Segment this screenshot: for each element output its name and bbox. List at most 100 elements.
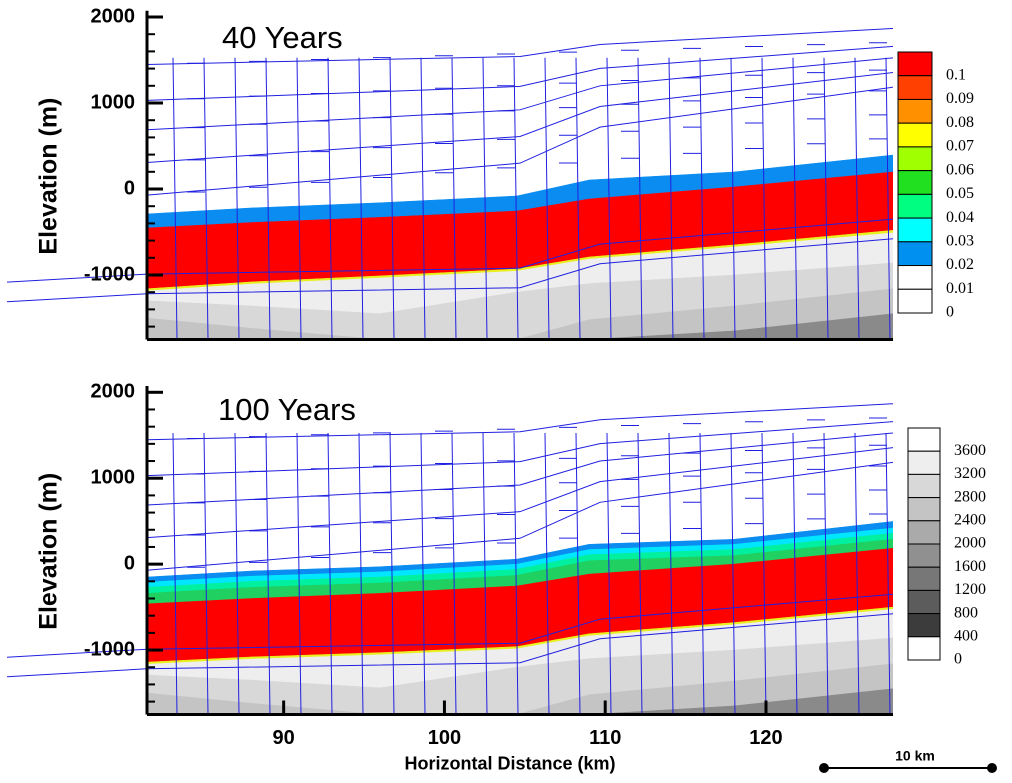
colorbar-label: 800 (954, 604, 978, 621)
scale-dot (819, 763, 829, 773)
mesh-h (147, 421, 893, 477)
mesh-v (513, 432, 519, 715)
mesh-h (147, 45, 893, 101)
mesh-v (420, 432, 426, 715)
colorbar-label: 0.07 (946, 138, 974, 155)
y-tick-label: 0 (124, 552, 135, 574)
colorbar-label: 0.02 (946, 256, 974, 273)
colorbar-swatch (897, 146, 933, 172)
mesh-h (147, 86, 893, 196)
scale-dot (987, 763, 997, 773)
mesh-h (147, 461, 893, 571)
colorbar-swatch (907, 450, 941, 475)
colorbar-label: 0 (954, 651, 962, 668)
mesh-v (637, 432, 643, 715)
mesh-v (482, 432, 488, 715)
colorbar-label: 2400 (954, 511, 986, 528)
mesh-v (389, 57, 395, 340)
mesh-v (823, 57, 829, 340)
mesh-v (575, 57, 581, 340)
mesh-h (147, 403, 893, 441)
mesh-v (358, 57, 364, 340)
mesh-h (6, 613, 894, 678)
layer (147, 288, 893, 340)
colorbar-label: 2000 (954, 535, 986, 552)
plot-area (147, 12, 893, 340)
mesh-h (147, 71, 893, 163)
mesh-v (172, 57, 178, 340)
colorbar-swatch (907, 497, 941, 522)
x-tick-label: 100 (428, 727, 461, 749)
colorbar-swatch (907, 636, 941, 661)
mesh-v (792, 432, 798, 715)
colorbar-swatch (897, 170, 933, 195)
colorbar-label: 0.09 (946, 90, 974, 107)
mesh-v (606, 432, 612, 715)
y-tick-label: -1000 (84, 638, 135, 660)
mesh-v (513, 57, 519, 340)
y-tick-label: 1000 (91, 91, 136, 113)
colorbar-label: 0 (946, 304, 954, 321)
mesh-v (451, 57, 457, 340)
colorbar-swatch (907, 520, 941, 545)
mesh-v (451, 432, 457, 715)
mesh-h (147, 432, 893, 506)
colorbar-swatch (897, 217, 933, 243)
y-tick-label: 0 (124, 177, 135, 199)
mesh-v (730, 57, 736, 340)
mesh-v (296, 57, 302, 340)
colorbar-swatch (897, 288, 933, 314)
mesh-v (575, 432, 581, 715)
mesh-v (265, 432, 271, 715)
plot-area (147, 388, 893, 715)
x-tick-label: 110 (589, 727, 621, 749)
mesh-h (6, 238, 894, 303)
mesh-v (885, 432, 891, 715)
colorbar-swatch (907, 427, 941, 452)
colorbar-label: 0.04 (946, 209, 974, 226)
mesh-h (147, 27, 893, 65)
colorbar-swatch (897, 75, 933, 100)
x-axis-label: Horizontal Distance (km) (404, 753, 615, 773)
colorbar-label: 1200 (954, 581, 986, 598)
y-tick-label: -1000 (84, 263, 135, 285)
mesh-v (327, 57, 333, 340)
colorbar-label: 2800 (954, 488, 986, 505)
mesh-h (6, 218, 894, 283)
panel-title: 100 Years (218, 392, 356, 427)
y-axis-label: Elevation (m) (35, 473, 63, 630)
mesh-v (699, 57, 705, 340)
mesh-v (668, 57, 674, 340)
layer (147, 688, 893, 715)
colorbar-label: 0.08 (946, 114, 974, 131)
mesh-v (730, 432, 736, 715)
layer (147, 663, 893, 715)
mesh-v (358, 432, 364, 715)
mesh-v (265, 57, 271, 340)
colorbar-label: 1600 (954, 558, 986, 575)
mesh-v (792, 57, 798, 340)
colorbar-label: 3600 (954, 442, 986, 459)
mesh-v (296, 432, 302, 715)
x-tick-label: 120 (749, 727, 782, 749)
colorbar-label: 0.06 (946, 161, 974, 178)
colorbar-label: 3200 (954, 465, 986, 482)
colorbar-swatch (897, 98, 933, 124)
x-tick-label: 90 (273, 727, 295, 749)
mesh-v (885, 57, 891, 340)
mesh-v (420, 57, 426, 340)
mesh-h (147, 447, 893, 539)
colorbar-swatch (897, 241, 933, 267)
mesh-v (172, 432, 178, 715)
y-axis-label: Elevation (m) (35, 98, 63, 255)
mesh-h (6, 593, 894, 658)
mesh-v (482, 57, 488, 340)
colorbar-label: 0.03 (946, 232, 974, 249)
colorbar-swatch (907, 473, 941, 499)
scale-bar-label: 10 km (895, 748, 935, 764)
y-tick-label: 1000 (91, 466, 136, 488)
mesh-v (544, 432, 550, 715)
mesh-v (854, 432, 860, 715)
colorbar-label: 0.05 (946, 185, 974, 202)
